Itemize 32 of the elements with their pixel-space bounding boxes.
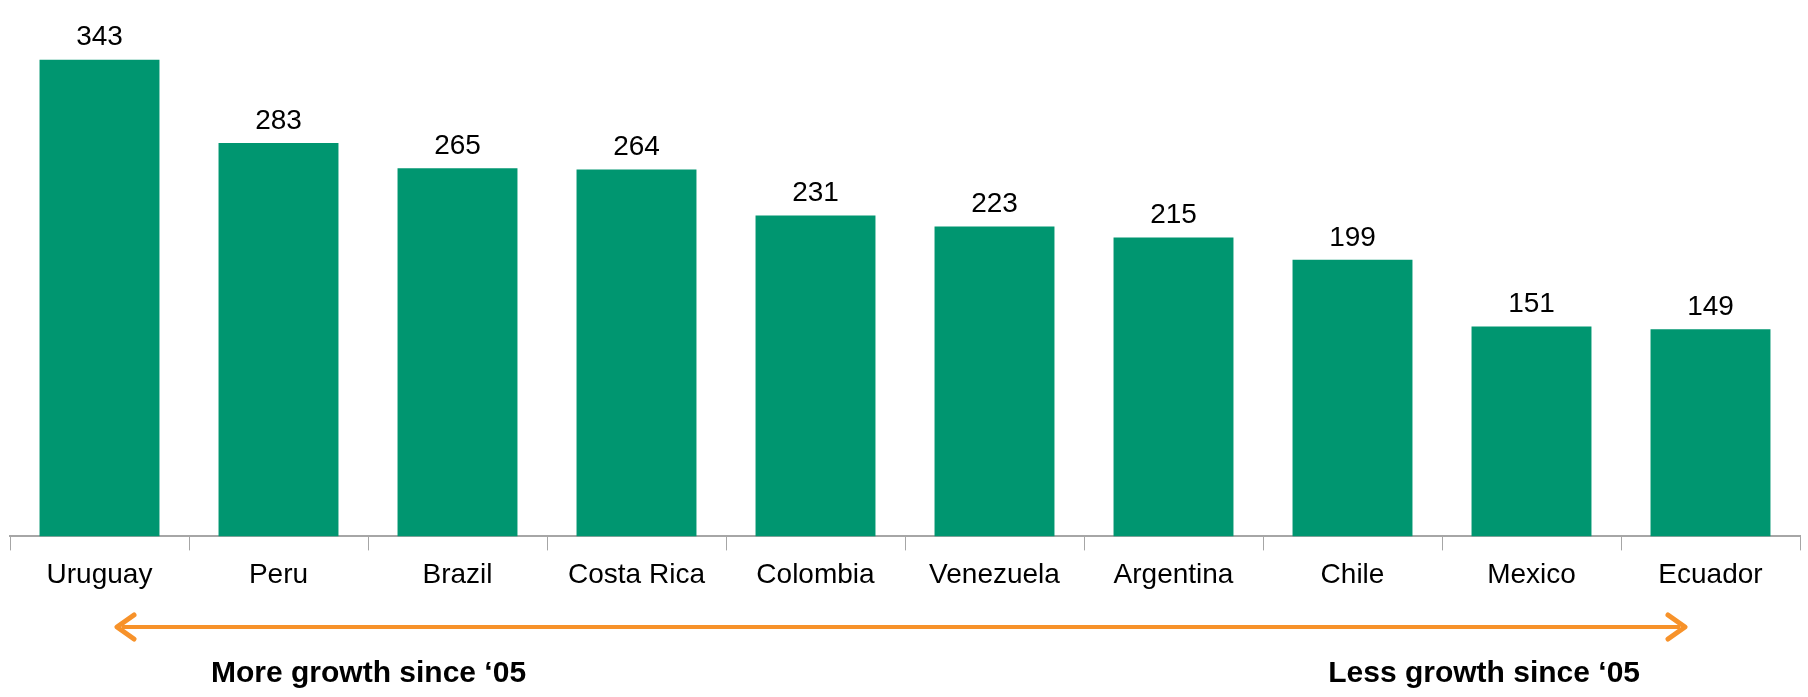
text: Less growth since ‘05 [1328,655,1640,689]
bar [397,168,518,537]
data-label: 151 [1508,287,1555,319]
x-tick-label: Chile [1320,557,1385,589]
x-tick-label: Brazil [422,557,493,589]
data-label: 199 [1329,220,1376,252]
bar [1113,237,1234,537]
bar [1471,326,1592,537]
data-label: 265 [434,128,481,160]
x-tick-label: Colombia [756,557,876,589]
bar [1650,329,1771,537]
data-label: 223 [971,187,1018,219]
data-label: 343 [76,20,123,52]
x-tick-label: Argentina [1113,557,1234,589]
x-tick-label: Mexico [1487,557,1576,589]
bar [934,226,1055,537]
data-label: 264 [613,130,660,162]
data-label: 149 [1687,290,1734,322]
bar [755,215,876,537]
data-label: 231 [792,176,839,208]
x-tick-label: Costa Rica [568,557,706,589]
bar [39,59,160,537]
bar [1292,259,1413,537]
x-tick-label: Ecuador [1658,557,1763,589]
text: More growth since ‘05 [211,655,527,689]
bar [576,169,697,537]
x-tick-label: Peru [248,557,309,589]
x-tick-label: Uruguay [46,557,153,589]
data-label: 215 [1150,198,1197,230]
x-tick-label: Venezuela [929,557,1061,589]
data-label: 283 [255,103,302,135]
bar [218,143,339,537]
